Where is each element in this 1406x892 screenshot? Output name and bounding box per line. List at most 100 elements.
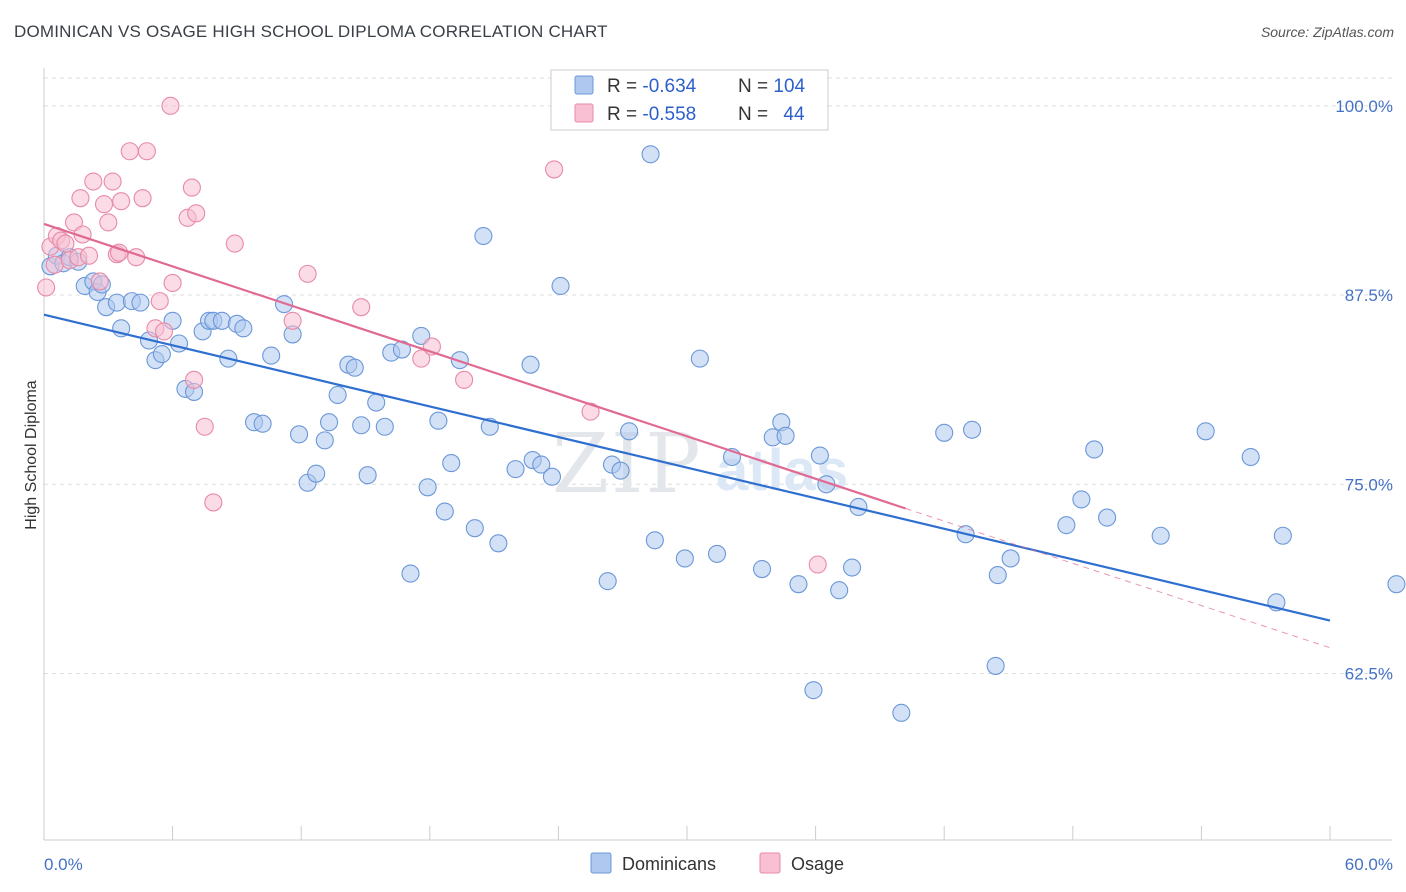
dominicans-point (429, 411, 448, 430)
dominicans-point (542, 467, 562, 486)
dominicans-point (789, 575, 808, 594)
stats-legend: R = -0.634 N = 104 R = -0.558 N = 44 (550, 69, 829, 131)
osage-point (184, 370, 204, 389)
dominicans-point (776, 426, 795, 445)
osage-point (163, 273, 182, 292)
dominicans-point (320, 413, 339, 432)
osage-point (455, 370, 474, 389)
osage-point (37, 278, 56, 297)
dominicans-point (1151, 526, 1170, 545)
osage-point (120, 142, 139, 161)
dominicans-point (465, 519, 484, 538)
dominicans-point (169, 334, 189, 353)
dominicans-point (375, 417, 394, 436)
gridlines (44, 77, 1392, 674)
dominicans-point (401, 564, 420, 583)
dominicans-point (435, 502, 454, 521)
legend-r-value-osage: -0.558 (642, 104, 696, 125)
osage-trend-extension (905, 508, 1331, 649)
dominicans-point (290, 425, 309, 444)
osage-point (103, 172, 122, 191)
dominicans-point (212, 311, 231, 330)
osage-point (150, 292, 169, 311)
x-tick-label: 0.0% (44, 855, 83, 874)
osage-point (71, 189, 90, 208)
dominicans-point (418, 478, 437, 497)
dominicans-point (107, 293, 126, 312)
dominicans-point (315, 431, 334, 450)
dominicans-point (690, 349, 709, 368)
osage-point (94, 195, 114, 214)
dominicans-point (307, 464, 326, 483)
y-tick-label: 87.5% (1345, 286, 1393, 305)
y-tick-label: 62.5% (1345, 664, 1393, 683)
dominicans-point (1241, 447, 1260, 467)
osage-point (161, 96, 180, 115)
legend-n-label: N = (738, 76, 773, 97)
dominicans-point (345, 358, 364, 377)
dominicans-point (1057, 516, 1076, 535)
dominicans-point (892, 703, 911, 722)
watermark-atlas: atlas (716, 438, 848, 503)
y-tick-label: 100.0% (1335, 97, 1393, 116)
dominicans-point (1196, 422, 1215, 441)
osage-point (133, 189, 152, 208)
dominicans-point (489, 534, 508, 553)
dominicans-point (1085, 440, 1104, 459)
dominicans-point (598, 572, 617, 591)
y-tick-labels: 62.5% 75.0% 87.5% 100.0% (1335, 97, 1393, 684)
series-legend: Dominicans Osage (590, 852, 844, 874)
osage-point (154, 322, 174, 341)
legend-row-dominicans: R = -0.634 (607, 76, 697, 97)
trend-lines (43, 222, 1331, 649)
legend-r-value-dominicans: -0.634 (642, 76, 696, 97)
dominicans-point (645, 531, 664, 550)
osage-point (298, 264, 317, 283)
dominicans-point (1001, 549, 1020, 568)
osage-point (195, 417, 214, 436)
dominicans-point (988, 566, 1007, 585)
osage-point (45, 255, 64, 274)
dominicans-point (1273, 526, 1292, 545)
dominicans-point (641, 145, 660, 164)
dominicans-point (352, 416, 371, 435)
dominicans-point (935, 423, 954, 442)
dominicans-point (810, 446, 829, 465)
legend-swatch-osage (574, 103, 594, 123)
dominicans-point (358, 466, 377, 485)
series-legend-swatch-osage (759, 852, 781, 874)
axes (43, 68, 1392, 841)
osage-point (225, 234, 244, 253)
osage-point (99, 213, 118, 232)
dominicans-point (986, 656, 1005, 675)
chart-source: Source: ZipAtlas.com (1260, 24, 1394, 40)
osage-point (808, 555, 827, 574)
legend-n-value-dominicans: 104 (773, 76, 805, 97)
osage-point (352, 298, 371, 317)
legend-r-label: R = (607, 104, 642, 125)
dominicans-point (131, 293, 150, 312)
legend-n-dominicans: N = 104 (738, 76, 806, 97)
dominicans-point (1387, 575, 1406, 594)
legend-n-label: N = (738, 104, 773, 125)
osage-point (79, 246, 99, 265)
osage-point (56, 234, 75, 253)
osage-point (187, 204, 206, 223)
dominicans-point (521, 355, 540, 374)
legend-swatch-dominicans (574, 75, 594, 95)
stats-legend-box (550, 69, 829, 131)
x-tick-label: 60.0% (1345, 855, 1393, 874)
dominicans-point (234, 319, 253, 338)
dominicans-point (328, 385, 347, 405)
dominicans-point (532, 455, 551, 474)
osage-point (283, 311, 302, 330)
legend-r-label: R = (607, 76, 642, 97)
dominicans-point (830, 581, 849, 600)
dominicans-point (1072, 490, 1091, 509)
dominicans-point (842, 558, 862, 577)
series-legend-swatch-dominicans (590, 852, 612, 874)
dominicans-point (1098, 508, 1117, 527)
dominicans-trend-line (43, 313, 1331, 622)
dominicans-point (611, 461, 630, 480)
